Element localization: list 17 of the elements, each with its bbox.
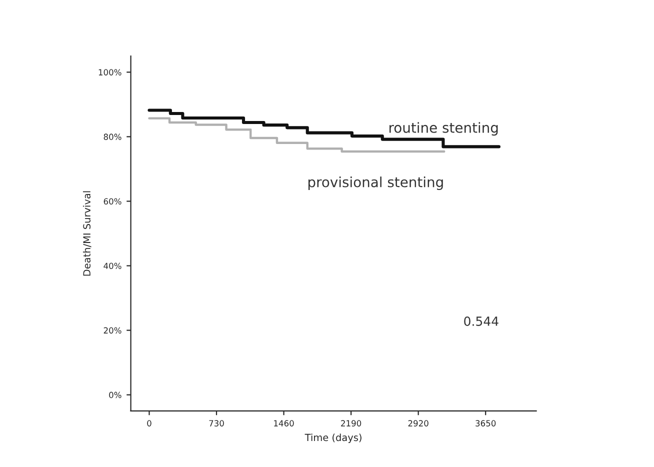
y-tick-label: 100%	[98, 69, 122, 76]
y-tick-label: 0%	[109, 392, 122, 398]
x-tick-label: 1460	[274, 420, 294, 426]
x-tick-label: 0	[147, 420, 152, 426]
x-axis-title: Time (days)	[304, 434, 362, 444]
x-tick-label: 730	[209, 420, 224, 426]
y-tick-label: 60%	[104, 198, 122, 205]
series-label: routine stenting	[390, 122, 498, 136]
x-tick-label: 3650	[476, 420, 496, 426]
x-tick-label: 2190	[341, 420, 362, 426]
y-tick-label: 40%	[104, 262, 122, 270]
y-axis-title: Death/MI Survival	[82, 191, 92, 276]
series-label: provisional stenting	[308, 176, 443, 190]
y-tick-label: 80%	[104, 134, 122, 140]
y-tick-label: 20%	[104, 327, 122, 334]
x-tick-label: 2920	[408, 420, 428, 426]
annotation: 0.544	[464, 316, 498, 326]
